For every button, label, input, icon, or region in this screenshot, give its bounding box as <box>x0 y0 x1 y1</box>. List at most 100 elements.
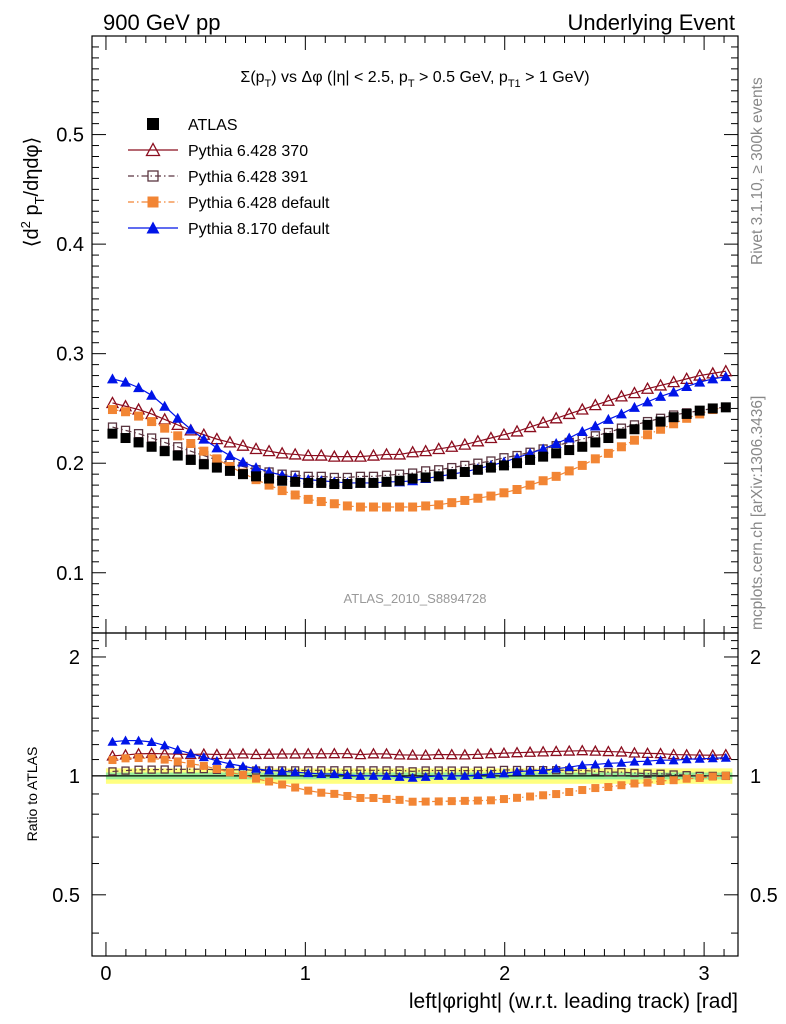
title-part-a: Σ(p <box>240 69 264 86</box>
legend-marker <box>145 142 161 157</box>
x-tick-label: 3 <box>699 963 710 985</box>
ratio-point <box>328 747 341 759</box>
ratio-x-ticks <box>105 633 725 956</box>
ratio-point <box>173 757 182 766</box>
data-point <box>707 403 718 414</box>
data-point <box>458 437 472 450</box>
data-point <box>159 446 170 457</box>
y-tick-label: 0.2 <box>56 453 84 475</box>
ratio-point <box>602 745 615 757</box>
data-point <box>172 450 183 461</box>
data-point <box>603 448 613 458</box>
data-point <box>212 454 222 464</box>
ratio-tick-label-right: 2 <box>750 647 761 669</box>
data-point <box>107 428 118 439</box>
ratio-point <box>616 757 627 767</box>
x-tick-label: 0 <box>100 963 111 985</box>
ratio-point <box>236 747 250 759</box>
mcplots-label: mcplots.cern.ch [arXiv:1306.3436] <box>749 396 766 630</box>
ratio-point <box>355 770 366 780</box>
ratio-point <box>419 748 432 760</box>
data-point <box>329 499 339 509</box>
ratio-point <box>382 794 391 803</box>
data-point <box>379 447 394 460</box>
data-point <box>146 389 158 400</box>
data-point <box>406 445 420 458</box>
ratio-point <box>643 778 652 787</box>
ratio-point <box>552 790 561 799</box>
data-point <box>185 423 197 434</box>
ratio-point <box>356 793 365 802</box>
y-tick-label: 0.5 <box>56 125 84 147</box>
data-point <box>602 413 614 424</box>
data-point <box>629 435 639 445</box>
ratio-point <box>589 744 602 756</box>
ratio-point <box>224 758 235 768</box>
ratio-point <box>134 754 143 763</box>
main-y-ticks: 0.1 0.2 0.3 0.4 0.5 <box>56 46 738 629</box>
ratio-tick-label: 1 <box>69 766 80 788</box>
ratio-point <box>252 774 261 783</box>
data-point <box>120 376 132 387</box>
data-point <box>434 500 444 510</box>
data-point <box>447 498 457 508</box>
data-point <box>616 428 627 439</box>
data-point <box>576 425 588 436</box>
data-point <box>577 441 588 452</box>
ratio-point <box>302 747 315 759</box>
ratio-point <box>615 745 628 757</box>
ratio-panel: 0.5 0.5 1 1 2 2 <box>52 632 778 957</box>
data-point <box>707 373 719 384</box>
ratio-point <box>185 748 196 758</box>
y-tick-label: 0.1 <box>56 563 84 585</box>
data-point <box>173 431 183 441</box>
ratio-tick-label: 2 <box>69 647 80 669</box>
legend-marker <box>147 118 159 130</box>
data-point <box>198 459 209 470</box>
ratio-point <box>223 747 237 759</box>
data-point <box>562 407 576 420</box>
ratio-point <box>315 747 328 759</box>
ratio-point <box>354 748 367 760</box>
ratio-point <box>523 745 537 757</box>
data-point <box>199 446 209 456</box>
title-part-c: > 0.5 GeV, p <box>415 69 508 86</box>
ratio-point <box>537 745 550 757</box>
data-point <box>381 476 392 487</box>
ratio-point <box>160 765 169 774</box>
data-point <box>392 447 407 460</box>
ratio-point <box>497 746 511 758</box>
ratio-point <box>407 772 418 782</box>
ratio-point <box>159 740 170 750</box>
data-point <box>419 444 433 457</box>
ratio-point <box>604 783 613 792</box>
data-point <box>564 466 574 476</box>
ratio-point <box>720 752 731 762</box>
ratio-point <box>329 769 340 779</box>
data-point <box>537 443 549 454</box>
ratio-point <box>499 795 508 804</box>
data-point <box>525 480 535 490</box>
ratio-point <box>173 765 182 774</box>
ratio-point <box>316 769 327 779</box>
data-point <box>382 502 392 512</box>
ratio-point <box>447 797 456 806</box>
data-point <box>656 424 666 434</box>
data-point <box>355 502 365 512</box>
ratio-point <box>393 748 406 760</box>
ratio-point <box>525 765 536 775</box>
data-point <box>536 415 550 428</box>
ratio-point <box>617 768 626 777</box>
data-point <box>471 434 485 447</box>
ratio-point <box>576 744 589 756</box>
data-point <box>224 465 235 476</box>
data-point <box>368 477 379 488</box>
ratio-point <box>367 747 380 759</box>
ratio-point <box>617 781 626 790</box>
ylabel-sup: 2 <box>18 221 33 228</box>
ratio-point <box>317 788 326 797</box>
ratio-point <box>147 765 156 774</box>
y-axis-label: ⟨d2 pT/dηdφ⟩ <box>18 137 47 248</box>
ratio-point <box>669 776 678 785</box>
data-point <box>512 485 522 495</box>
